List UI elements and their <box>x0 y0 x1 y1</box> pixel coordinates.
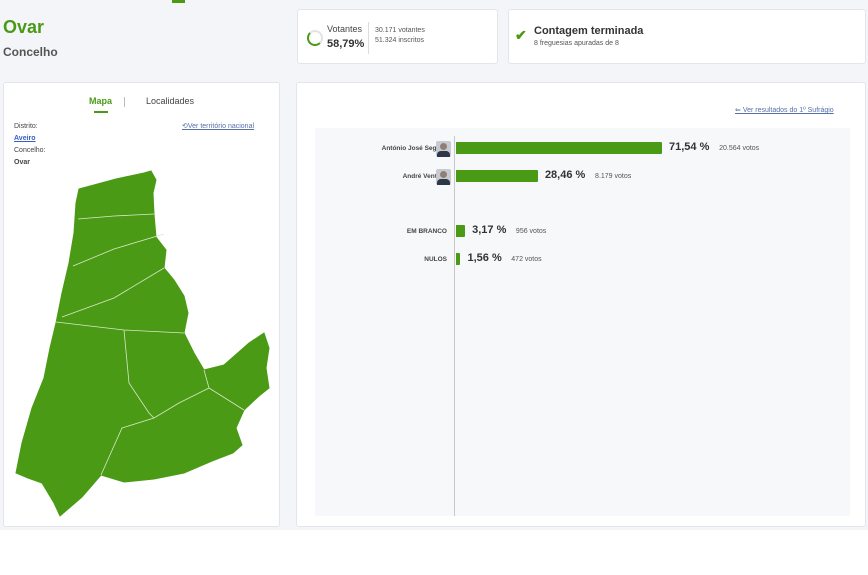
map-parish-border <box>72 233 165 267</box>
results-card: ⇐ Ver resultados do 1º Sufrágio António … <box>296 82 866 527</box>
result-row: André Ventura 28,46 % 8.179 votos <box>315 169 850 185</box>
chart-axis <box>454 136 455 516</box>
page-title: Ovar <box>3 17 45 37</box>
result-bar <box>456 170 538 182</box>
votantes-label: Votantes <box>327 24 363 34</box>
result-row: EM BRANCO 3,17 % 956 votos <box>315 224 850 240</box>
distrito-link[interactable]: Aveiro <box>14 135 36 142</box>
map-parish-border <box>77 213 155 220</box>
inscritos-count: 51.324 inscritos <box>375 37 425 44</box>
result-bar <box>456 225 466 237</box>
refresh-icon: ⟲ <box>182 123 188 130</box>
tab-mapa[interactable]: Mapa <box>89 96 113 106</box>
divider <box>368 22 369 54</box>
top-tab-indicator <box>172 0 185 3</box>
active-tab-underline <box>94 111 108 113</box>
distrito-label: Distrito: <box>14 123 38 130</box>
concelho-value: Ovar <box>14 159 30 166</box>
result-label: NULOS <box>424 256 447 263</box>
check-icon: ✔ <box>515 27 527 43</box>
candidate-avatar <box>436 169 451 185</box>
result-percentage: 1,56 % <box>467 252 502 264</box>
page-subtitle: Concelho <box>3 45 58 59</box>
result-row: NULOS 1,56 % 472 votos <box>315 252 850 268</box>
result-row: António José Seguro 71,54 % 20.564 votos <box>315 141 850 157</box>
arrow-left-icon: ⇐ <box>735 107 743 114</box>
result-votes: 472 votos <box>511 256 542 263</box>
votantes-percentage: 58,79% <box>327 38 365 50</box>
result-percentage: 28,46 % <box>544 169 586 181</box>
result-bar <box>456 253 461 265</box>
contagem-subtitle: 8 freguesias apuradas de 8 <box>534 40 619 47</box>
tab-divider <box>124 97 125 107</box>
territory-link[interactable]: ⟲Ver território nacional <box>182 122 254 130</box>
result-votes: 8.179 votos <box>595 173 632 180</box>
result-label: EM BRANCO <box>406 228 447 235</box>
map-card: Mapa Localidades ⟲Ver território naciona… <box>3 82 280 527</box>
results-chart: António José Seguro 71,54 % 20.564 votos An… <box>315 128 850 516</box>
municipality-map[interactable] <box>4 83 281 528</box>
result-label: António José Seguro <box>381 145 447 152</box>
map-parish-border <box>123 329 155 419</box>
map-parish-border <box>61 267 165 318</box>
votantes-count: 30.171 votantes <box>375 27 425 34</box>
map-region-outline[interactable] <box>15 170 270 517</box>
votantes-card: Votantes 58,79% 30.171 votantes 51.324 i… <box>297 9 498 64</box>
previous-round-link[interactable]: ⇐ Ver resultados do 1º Sufrágio <box>735 106 834 114</box>
contagem-card: ✔ Contagem terminada 8 freguesias apurad… <box>508 9 866 64</box>
result-bar <box>456 142 662 154</box>
tab-localidades[interactable]: Localidades <box>146 96 195 106</box>
map-parish-border <box>100 369 210 476</box>
contagem-title: Contagem terminada <box>534 25 644 37</box>
result-votes: 956 votos <box>515 228 547 235</box>
candidate-avatar <box>436 141 451 157</box>
map-parish-border <box>208 387 245 411</box>
progress-ring-icon <box>307 30 323 46</box>
territory-link-label: Ver território nacional <box>187 123 255 130</box>
previous-round-link-label: Ver resultados do 1º Sufrágio <box>742 107 834 114</box>
result-percentage: 3,17 % <box>472 224 507 236</box>
result-percentage: 71,54 % <box>669 141 710 153</box>
result-votes: 20.564 votos <box>719 145 760 152</box>
result-label: André Ventura <box>402 173 447 180</box>
concelho-label: Concelho: <box>14 147 46 154</box>
